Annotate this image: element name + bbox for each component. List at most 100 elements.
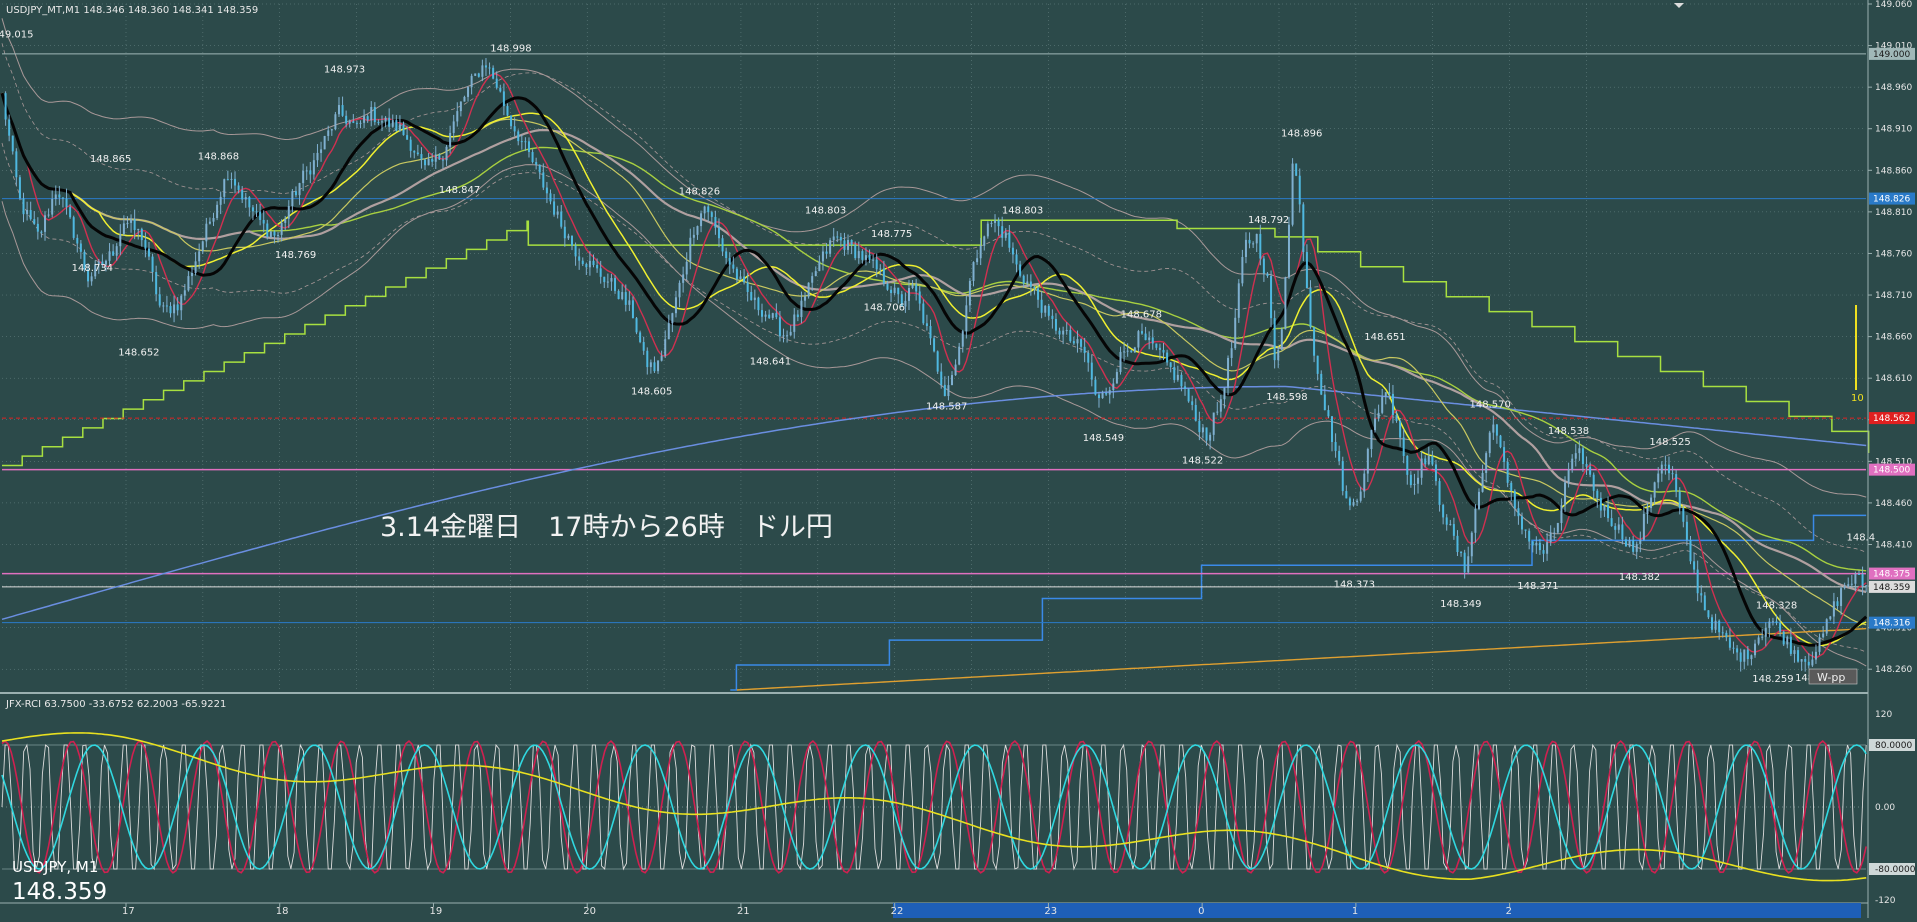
candle-body — [384, 117, 387, 122]
candle-body — [484, 65, 487, 68]
candle-body — [1800, 659, 1803, 662]
candle-body — [1259, 233, 1262, 259]
candle-body — [355, 122, 358, 124]
candle-body — [1707, 610, 1710, 618]
candle-body — [201, 241, 204, 252]
candle-body — [954, 364, 957, 376]
candle-body — [216, 204, 219, 219]
candle-body — [1209, 434, 1212, 441]
candle-body — [1004, 232, 1007, 238]
candle-body — [441, 159, 444, 161]
candle-body — [1366, 449, 1369, 474]
candle-body — [567, 235, 570, 239]
price-axis[interactable]: 149.060 149.010 148.960 148.910 148.860 148.8… — [1867, 0, 1916, 918]
candle-body — [553, 201, 556, 215]
candle-body — [1693, 561, 1696, 570]
symbol-label: USDJPY, M1 — [12, 858, 98, 876]
candle-body — [1166, 352, 1169, 363]
candle-body — [1062, 330, 1065, 335]
candle-body — [1015, 254, 1018, 265]
step-lines — [2, 219, 1870, 691]
candle-body — [1123, 351, 1126, 353]
candle-body — [667, 323, 670, 340]
candle-body — [1718, 620, 1721, 633]
candle-body — [1485, 453, 1488, 473]
price-annotation: 149.015 — [0, 29, 33, 40]
candle-body — [363, 116, 366, 123]
candle-body — [1664, 464, 1667, 466]
ma-yellow — [1, 92, 1867, 647]
candle-body — [1610, 518, 1613, 527]
rci-pane[interactable] — [1, 732, 1867, 882]
candle-body — [571, 235, 574, 246]
candle-body — [1592, 474, 1595, 491]
candle-body — [1607, 504, 1610, 519]
candle-body — [535, 162, 538, 165]
candle-body — [1628, 540, 1631, 547]
candle-body — [1284, 277, 1287, 330]
time-tick-label: 20 — [583, 906, 596, 917]
candle-body — [391, 120, 394, 127]
time-axis[interactable]: 17 18 19 20 21 22 23 0 1 2 — [0, 902, 1868, 918]
candles — [4, 58, 1868, 672]
candle-body — [241, 189, 244, 200]
candle-body — [244, 197, 247, 200]
candle-body — [212, 218, 215, 222]
candle-body — [122, 223, 125, 235]
candle-body — [510, 115, 513, 127]
candle-body — [502, 91, 505, 107]
candle-body — [689, 237, 692, 262]
candle-body — [538, 164, 541, 173]
candle-body — [119, 234, 122, 247]
candle-body — [11, 135, 14, 152]
candle-body — [284, 218, 287, 223]
candle-body — [1857, 574, 1860, 576]
price-annotation: 148.973 — [324, 64, 365, 75]
level-tag-label: 148.359 — [1873, 583, 1910, 593]
candle-body — [1237, 283, 1240, 318]
candle-body — [477, 73, 480, 77]
candle-body — [277, 234, 280, 236]
candle-body — [961, 331, 964, 347]
candle-body — [1671, 473, 1674, 475]
price-pane[interactable]: 149.015 148.865 148.734 148.652 148.868 148.7… — [0, 3, 1875, 691]
step-line-blue — [730, 514, 1867, 691]
candle-body — [495, 78, 498, 88]
candle-body — [1176, 374, 1179, 380]
price-annotation: 148.4 — [1846, 532, 1875, 543]
candle-body — [664, 339, 667, 356]
candle-body — [581, 260, 584, 265]
candle-body — [671, 313, 674, 324]
rci-line — [1, 743, 1867, 871]
candle-body — [1521, 516, 1524, 530]
candle-body — [1528, 530, 1531, 542]
candle-body — [1144, 333, 1147, 341]
candle-body — [381, 121, 384, 123]
candle-body — [811, 276, 814, 283]
candle-body — [266, 223, 269, 238]
candle-body — [922, 303, 925, 324]
candle-body — [1001, 226, 1004, 238]
shift-marker-icon[interactable] — [1674, 3, 1684, 8]
candle-body — [1327, 410, 1330, 417]
candle-body — [882, 268, 885, 284]
candle-body — [1105, 392, 1108, 395]
price-tick-label: 148.410 — [1875, 540, 1912, 550]
price-annotation: 148.328 — [1756, 601, 1797, 612]
candle-body — [1194, 404, 1197, 421]
candle-body — [1338, 450, 1341, 462]
candle-body — [872, 259, 875, 261]
candle-body — [191, 273, 194, 277]
candle-body — [1216, 411, 1219, 413]
candle-body — [757, 297, 760, 311]
candle-body — [768, 314, 771, 318]
candle-body — [1646, 508, 1649, 514]
price-tick-label: 148.710 — [1875, 291, 1912, 301]
candle-body — [1424, 458, 1427, 465]
candle-body — [1352, 502, 1355, 506]
candle-body — [800, 300, 803, 318]
candle-body — [761, 310, 764, 317]
